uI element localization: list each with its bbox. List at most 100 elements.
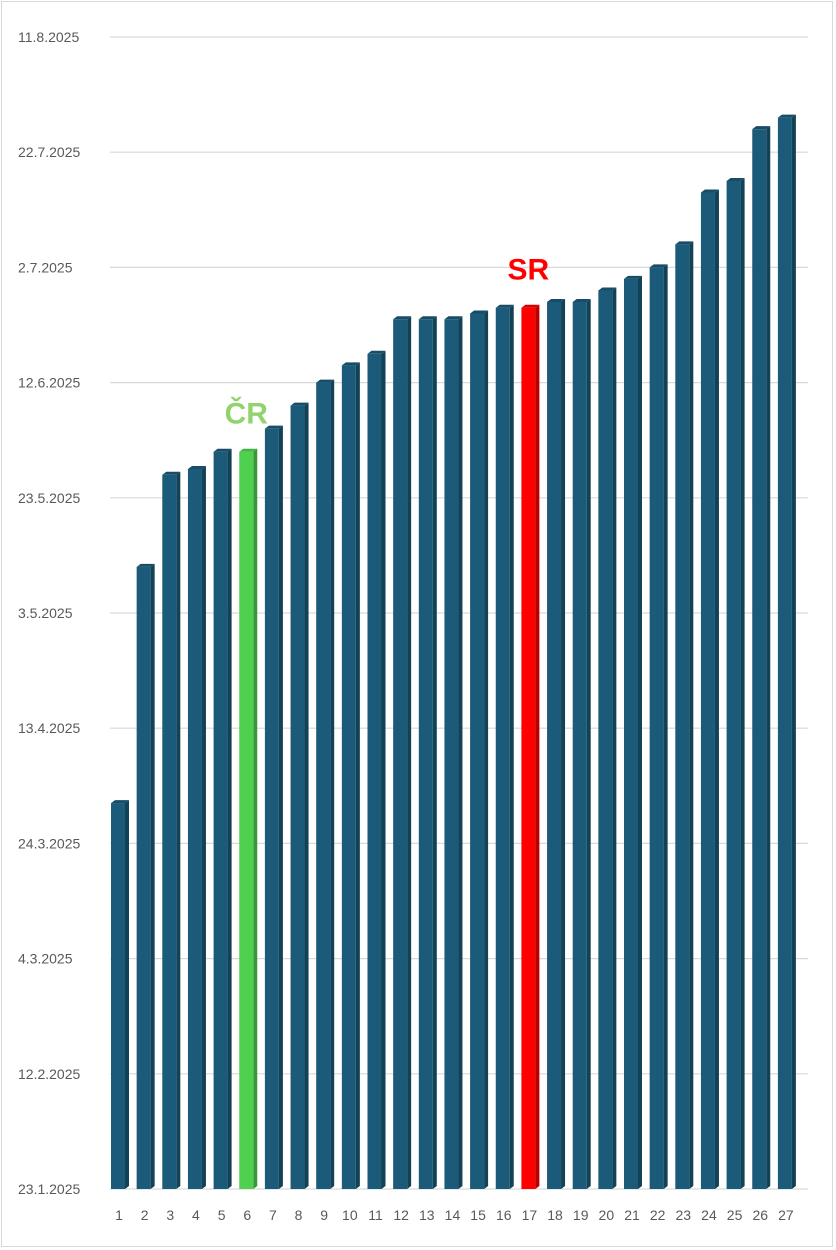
bar-side <box>304 402 309 1189</box>
bar <box>777 114 796 1189</box>
x-tick-label: 23 <box>676 1207 692 1223</box>
bar-front <box>521 307 536 1190</box>
y-tick-label: 13.4.2025 <box>18 720 80 736</box>
y-tick-label: 12.6.2025 <box>18 375 80 391</box>
x-tick-label: 16 <box>496 1207 512 1223</box>
x-tick-label: 6 <box>243 1207 251 1223</box>
bar-front <box>111 803 125 1189</box>
x-tick-label: 25 <box>727 1207 743 1223</box>
bar-side <box>330 379 335 1190</box>
x-tick-label: 7 <box>269 1207 277 1223</box>
bar-front <box>752 129 767 1189</box>
bar-top <box>111 800 129 804</box>
bar-front <box>649 267 664 1189</box>
x-tick-label: 10 <box>342 1207 358 1223</box>
annotation-label: SR <box>508 254 550 287</box>
x-tick-label: 18 <box>547 1207 563 1223</box>
bar-side <box>176 471 181 1189</box>
bar-top <box>547 298 566 302</box>
y-tick-label: 4.3.2025 <box>18 951 73 967</box>
x-tick-label: 24 <box>701 1207 717 1223</box>
bar-front <box>547 301 562 1190</box>
bar-top <box>777 114 796 118</box>
bar-front <box>572 301 587 1190</box>
bar-top <box>341 362 360 366</box>
bar-front <box>700 192 715 1189</box>
y-axis-ticks: 23.1.2025 12.2.2025 4.3.2025 24.3.2025 13.4.… <box>18 29 80 1197</box>
bar-top <box>675 241 694 245</box>
bar-side <box>125 800 129 1189</box>
x-tick-label: 19 <box>573 1207 589 1223</box>
bar <box>444 316 463 1189</box>
bar-top <box>162 471 181 475</box>
bar-front <box>187 469 202 1189</box>
bar-top <box>316 379 335 383</box>
x-tick-label: 20 <box>599 1207 615 1223</box>
bar-top <box>367 350 386 354</box>
bar-side <box>766 126 771 1189</box>
bar <box>239 448 258 1190</box>
bar-front <box>239 451 254 1190</box>
bar-top <box>136 563 155 567</box>
x-tick-label: 3 <box>166 1207 174 1223</box>
y-tick-label: 22.7.2025 <box>18 144 80 160</box>
bar-side <box>201 466 206 1189</box>
bar-side <box>150 563 155 1189</box>
bar-front <box>290 405 305 1189</box>
x-tick-label: 17 <box>522 1207 538 1223</box>
bar-front <box>495 307 510 1190</box>
bar <box>572 298 591 1190</box>
y-tick-label: 3.5.2025 <box>18 605 73 621</box>
bar-top <box>264 425 283 429</box>
y-tick-label: 23.5.2025 <box>18 490 80 506</box>
bar-side <box>355 362 360 1189</box>
x-tick-label: 12 <box>393 1207 409 1223</box>
bar-front <box>418 319 433 1189</box>
x-tick-label: 5 <box>218 1207 226 1223</box>
bar-front <box>444 319 459 1189</box>
bar <box>162 471 181 1189</box>
bar-front <box>213 451 228 1190</box>
x-tick-label: 21 <box>624 1207 640 1223</box>
bar-top <box>726 178 745 181</box>
bar-front <box>136 566 151 1189</box>
bar-side <box>227 448 232 1190</box>
bar-front <box>598 290 613 1189</box>
y-tick-label: 11.8.2025 <box>18 29 79 45</box>
bar <box>649 264 668 1189</box>
bar-front <box>264 428 279 1189</box>
bar-side <box>407 316 412 1189</box>
x-tick-label: 13 <box>419 1207 435 1223</box>
bar <box>700 189 719 1189</box>
bar <box>598 287 617 1189</box>
bar-side <box>561 298 566 1190</box>
bar-top <box>444 316 463 320</box>
bar <box>547 298 566 1190</box>
x-tick-label: 14 <box>445 1207 461 1223</box>
bar-top <box>470 310 489 314</box>
bar <box>495 304 514 1190</box>
bar-side <box>535 304 540 1190</box>
bar <box>624 275 642 1189</box>
bar-top <box>572 298 591 302</box>
bar-side <box>638 275 642 1189</box>
bar-side <box>714 189 719 1189</box>
bar-top <box>187 466 206 469</box>
bar-side <box>663 264 668 1189</box>
bar <box>418 316 437 1189</box>
bar <box>111 800 129 1189</box>
bar-front <box>726 181 741 1189</box>
bar <box>290 402 309 1189</box>
bar-side <box>740 178 745 1189</box>
bar-top <box>752 126 771 130</box>
y-tick-label: 2.7.2025 <box>18 259 73 275</box>
bar-top <box>624 275 642 279</box>
x-tick-label: 8 <box>295 1207 303 1223</box>
bar <box>264 425 283 1189</box>
y-tick-label: 24.3.2025 <box>18 835 80 851</box>
bars <box>111 114 796 1190</box>
bar <box>316 379 335 1190</box>
bar-side <box>458 316 463 1189</box>
bar <box>367 350 386 1189</box>
